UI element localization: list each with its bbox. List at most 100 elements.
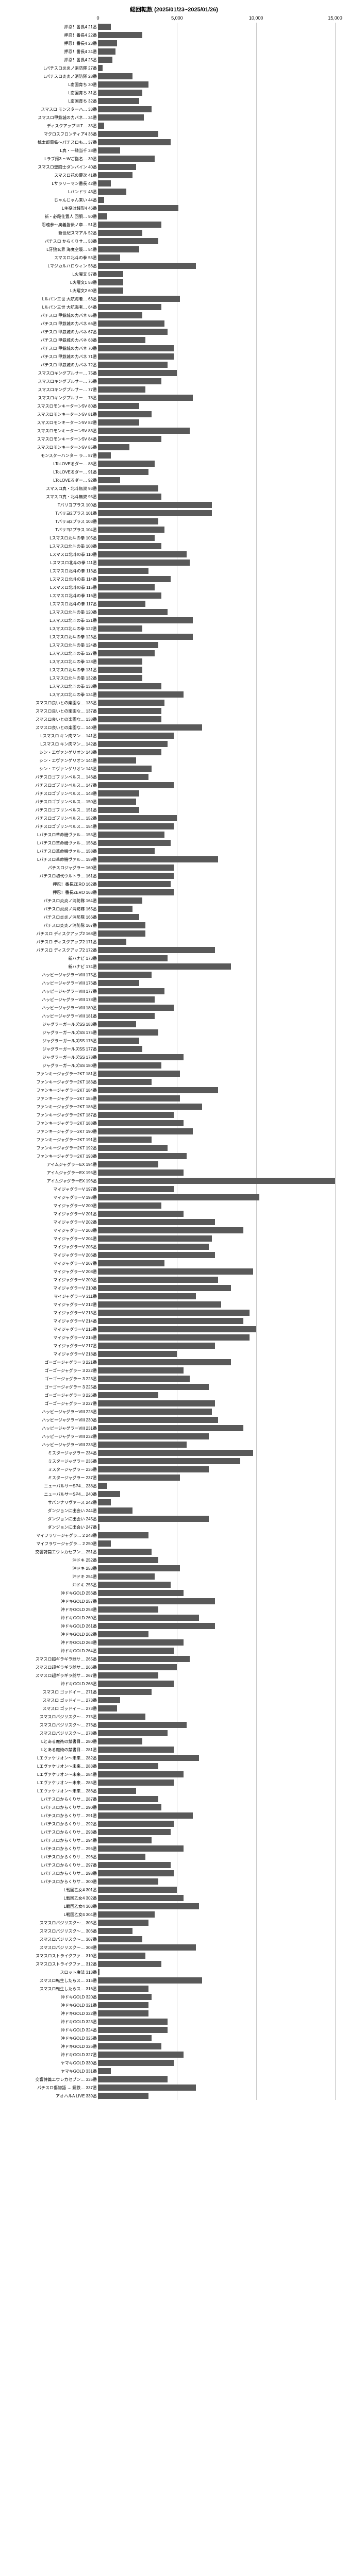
bar — [98, 1062, 161, 1069]
bar — [98, 1623, 215, 1629]
bar — [98, 312, 142, 318]
chart-row: ハッピージャグラーVIII 230番 — [5, 1416, 343, 1424]
bar — [98, 667, 142, 673]
row-label: スマスロ良いとの楽園な… 140番 — [5, 725, 98, 731]
chart-row: サバンナリヴァース 242番 — [5, 1498, 343, 1506]
bar — [98, 123, 104, 129]
chart-row: マイジャグラーV 201番 — [5, 1210, 343, 1218]
chart-row: L戦国乙女4 302番 — [5, 1894, 343, 1902]
bar-area — [98, 873, 335, 879]
bar — [98, 57, 112, 63]
bar-area — [98, 1483, 335, 1489]
bar — [98, 329, 168, 335]
row-label: Lパチスロ革命機ヴァル… 159番 — [5, 857, 98, 862]
bar-area — [98, 1384, 335, 1390]
bar-area — [98, 65, 335, 71]
chart-row: 押忍！番長4 23番 — [5, 39, 343, 47]
row-label: L南国育ち 30番 — [5, 82, 98, 88]
row-label: 沖ドキGOLD 322番 — [5, 2011, 98, 2016]
bar — [98, 156, 155, 162]
bar-area — [98, 106, 335, 112]
row-label: LToLOVEるダー… 91番 — [5, 469, 98, 475]
row-label: スマスロバジリスク～… 276番 — [5, 1722, 98, 1728]
bar-area — [98, 296, 335, 302]
bar-area — [98, 263, 335, 269]
bar — [98, 353, 174, 360]
chart-row: スマスロ甲鉄城のカバネ… 34番 — [5, 113, 343, 122]
chart-row: スマスロストライクファ… 312番 — [5, 1960, 343, 1968]
bar-area — [98, 1310, 335, 1316]
bar — [98, 1120, 184, 1126]
row-label: スマスロ モンスターハ… 33番 — [5, 107, 98, 112]
bar — [98, 1087, 218, 1093]
chart-row: 押忍！番長4 22番 — [5, 31, 343, 39]
chart-row: マイジャグラーV 197番 — [5, 1185, 343, 1193]
chart-row: 沖ドキGOLD 257番 — [5, 1597, 343, 1605]
bar-area — [98, 1425, 335, 1431]
row-label: Lスマスロ北斗の拳 105番 — [5, 535, 98, 541]
chart-row: ジャグラーガールズSS 183番 — [5, 1020, 343, 1028]
row-label: マイジャグラーV 216番 — [5, 1335, 98, 1341]
bar — [98, 32, 142, 38]
row-label: スマスロ ゴッドイー… 273番 — [5, 1698, 98, 1703]
bar-area — [98, 156, 335, 162]
row-label: Lパチスロからくりサ… 290番 — [5, 1805, 98, 1810]
bar — [98, 807, 139, 813]
row-label: 新ハナビ 173番 — [5, 956, 98, 961]
bar-area — [98, 1944, 335, 1951]
bar-area — [98, 1153, 335, 1159]
chart-row: L火曜文 57番 — [5, 270, 343, 278]
bar-area — [98, 2035, 335, 2041]
bar-area — [98, 1318, 335, 1324]
bar-area — [98, 1722, 335, 1728]
bar — [98, 881, 171, 887]
bar-area — [98, 1582, 335, 1588]
bar — [98, 238, 158, 244]
row-label: ハッピージャグラーVIII 180番 — [5, 1005, 98, 1011]
row-label: Lスマスロ キン肉マン… 141番 — [5, 733, 98, 739]
chart-row: ダンジョンに出会い 244番 — [5, 1506, 343, 1515]
bar-area — [98, 1071, 335, 1077]
bar — [98, 1211, 184, 1217]
bar — [98, 1071, 180, 1077]
chart-row: 沖ドキGOLD 268番 — [5, 1680, 343, 1688]
row-label: スロット魔法 313番 — [5, 1970, 98, 1975]
bar-area — [98, 1005, 335, 1011]
bar-area — [98, 667, 335, 673]
row-label: ハッピージャグラーVIII 181番 — [5, 1013, 98, 1019]
bar — [98, 1005, 174, 1011]
bar-area — [98, 230, 335, 236]
row-label: 沖ドキ 252番 — [5, 1557, 98, 1563]
bar-area — [98, 584, 335, 590]
chart-row: Lエヴァケリオン～未来… 286番 — [5, 1787, 343, 1795]
bar — [98, 1994, 152, 2000]
row-label: Lパチスロ革命機ヴァル… 156番 — [5, 840, 98, 846]
row-label: Lスマスロ北斗の拳 115番 — [5, 585, 98, 590]
chart-row: ハッピージャグラーVIII 181番 — [5, 1012, 343, 1020]
row-label: ゴーゴージャグラー 3 227番 — [5, 1401, 98, 1406]
row-label: Lエヴァケリオン～未来… 283番 — [5, 1764, 98, 1769]
bar — [98, 700, 164, 706]
bar — [98, 963, 231, 970]
bar — [98, 1021, 136, 1027]
bar — [98, 337, 145, 343]
bar — [98, 1326, 256, 1332]
bar-area — [98, 1994, 335, 2000]
row-label: スマスロ北斗の拳 55番 — [5, 255, 98, 261]
bar-area — [98, 1936, 335, 1942]
chart-row: スマスロ超ギラギラ爺サ… 265番 — [5, 1655, 343, 1663]
row-label: Lルパン三世 大航海者… 63番 — [5, 296, 98, 302]
chart-row: ニューパルサーSP4… 240番 — [5, 1490, 343, 1498]
bar-area — [98, 1763, 335, 1769]
chart-row: マイジャグラーV 198番 — [5, 1193, 343, 1201]
bar — [98, 1202, 161, 1209]
row-label: Lパチスロからくりサ… 292番 — [5, 1821, 98, 1827]
row-label: スマスロ超ギラギラ爺サ… 266番 — [5, 1665, 98, 1670]
bar-area — [98, 1227, 335, 1233]
chart-row: スロット魔法 313番 — [5, 1968, 343, 1976]
row-label: ヤマキGOLD 331番 — [5, 2069, 98, 2074]
chart-row: マイジャグラーV 211番 — [5, 1292, 343, 1300]
bar — [98, 1359, 231, 1365]
row-label: スマスロ聖闘士ダンバイン 40番 — [5, 164, 98, 170]
chart-row: スマスロバジリスク～… 276番 — [5, 1721, 343, 1729]
